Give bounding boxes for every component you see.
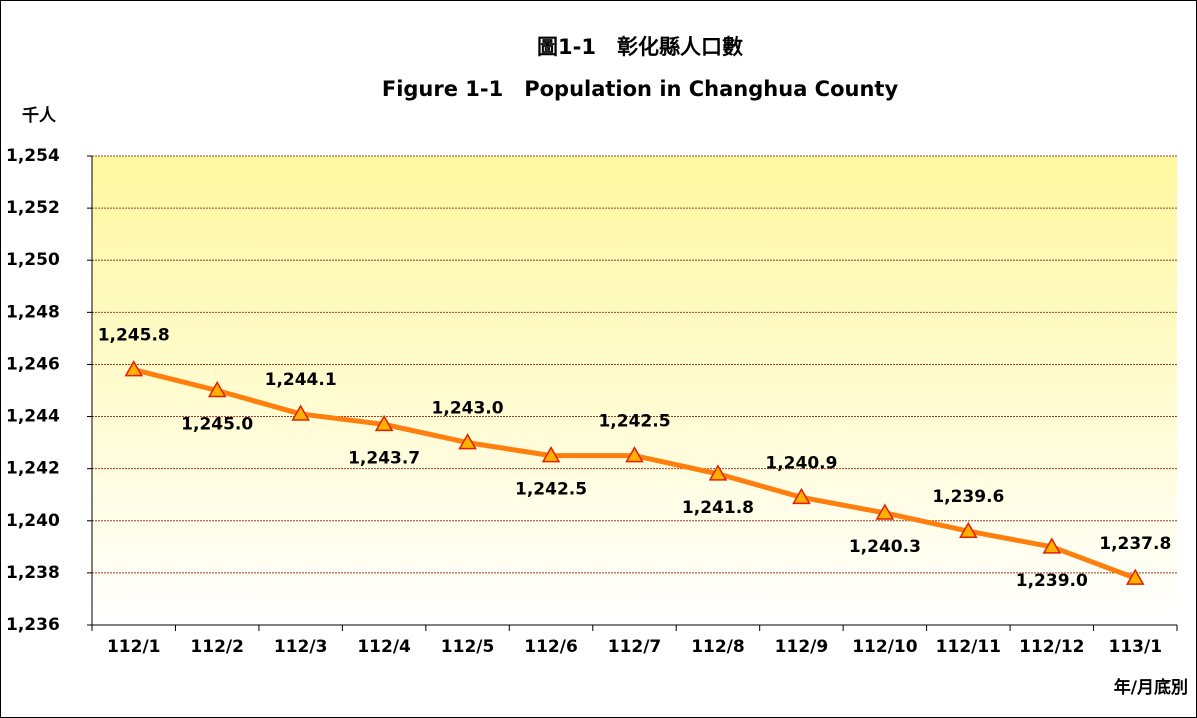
y-tick-label: 1,240 (6, 511, 60, 531)
x-tick-label: 112/6 (524, 637, 578, 657)
data-label: 1,243.7 (348, 448, 420, 468)
data-label: 1,243.0 (432, 399, 504, 419)
data-label: 1,237.8 (1099, 534, 1171, 554)
marker (1042, 537, 1062, 554)
data-label: 1,240.9 (765, 453, 837, 473)
data-label: 1,239.6 (932, 487, 1004, 507)
chart-subtitle: Figure 1-1 Population in Changhua County (382, 77, 899, 101)
y-tick-label: 1,254 (6, 146, 60, 166)
data-label: 1,242.5 (515, 480, 587, 500)
chart-title: 圖1-1 彰化縣人口數 (537, 35, 743, 59)
y-tick-label: 1,242 (6, 459, 60, 479)
x-tick-label: 113/1 (1109, 637, 1163, 657)
y-tick-label: 1,248 (6, 302, 60, 322)
y-tick-label: 1,238 (6, 563, 60, 583)
data-label: 1,239.0 (1016, 571, 1088, 591)
x-tick-label: 112/12 (1019, 637, 1084, 657)
plot-area (92, 156, 1177, 625)
y-axis-label: 千人 (22, 106, 57, 126)
x-tick-label: 112/2 (190, 637, 244, 657)
y-tick-label: 1,246 (6, 354, 60, 374)
marker (458, 433, 477, 450)
y-tick-label: 1,236 (6, 615, 60, 635)
marker (708, 464, 728, 481)
marker (959, 521, 978, 538)
marker (541, 446, 561, 463)
data-label: 1,242.5 (598, 412, 670, 432)
x-tick-label: 112/5 (441, 637, 495, 657)
marker (207, 380, 227, 398)
x-tick-label: 112/1 (107, 637, 161, 657)
x-tick-label: 112/11 (936, 637, 1001, 657)
marker (374, 414, 394, 432)
y-tick-label: 1,250 (6, 250, 60, 270)
x-tick-label: 112/9 (775, 637, 829, 657)
x-tick-label: 112/4 (357, 637, 411, 657)
marker (1125, 568, 1145, 585)
y-tick-label: 1,244 (6, 407, 60, 427)
marker (291, 404, 310, 421)
y-tick-label: 1,252 (6, 198, 60, 218)
marker (625, 446, 644, 463)
x-tick-label: 112/7 (608, 637, 662, 657)
marker (792, 487, 811, 505)
x-tick-label: 112/8 (691, 637, 745, 657)
data-label: 1,244.1 (265, 370, 337, 390)
data-label: 1,245.8 (98, 326, 170, 346)
data-label: 1,240.3 (849, 537, 921, 557)
x-tick-label: 112/10 (852, 637, 918, 657)
marker (124, 360, 144, 377)
data-label: 1,245.0 (181, 415, 253, 435)
x-axis-label: 年/月底別 (1114, 677, 1188, 698)
x-tick-label: 112/3 (274, 637, 328, 657)
marker (875, 503, 895, 520)
data-label: 1,241.8 (682, 498, 754, 518)
